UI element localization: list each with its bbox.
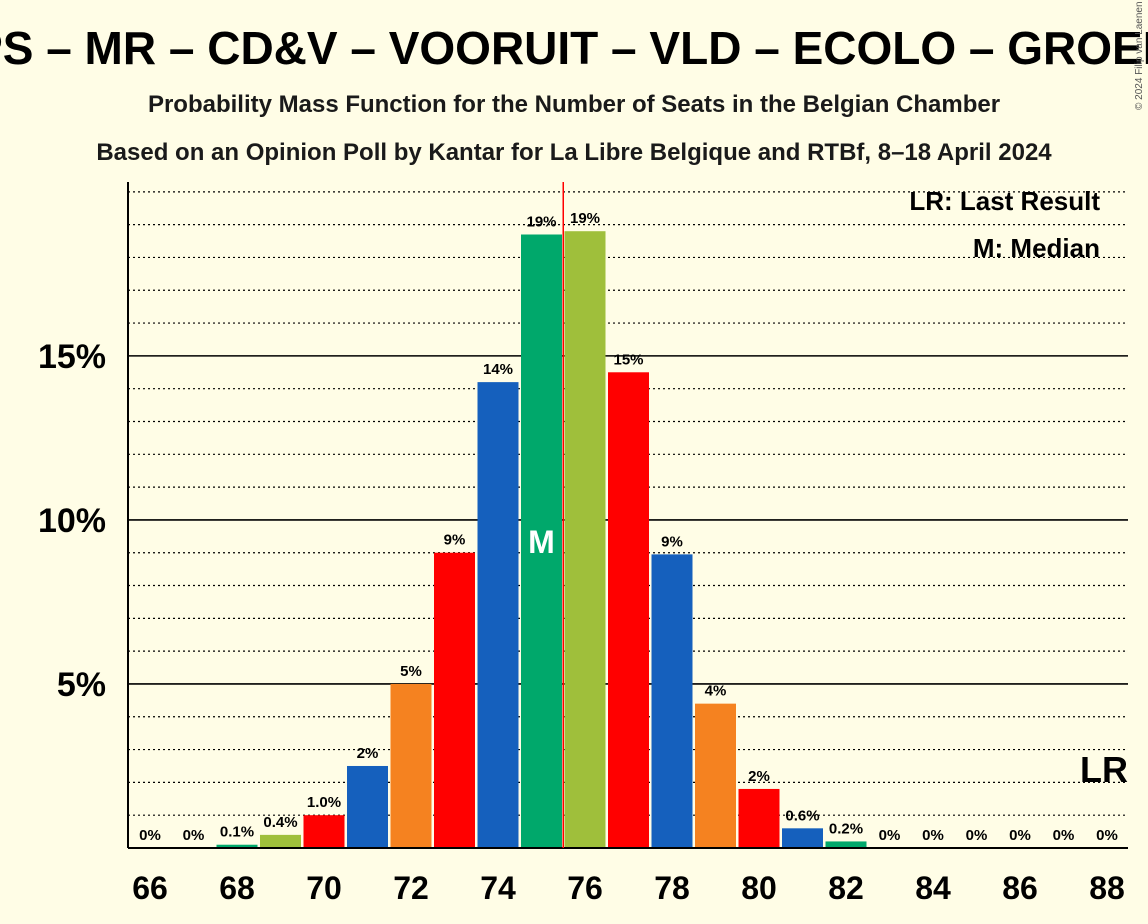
bar-value-label: 19%: [526, 213, 556, 230]
bar-seat-77: [608, 372, 649, 848]
bar-value-label: 0%: [1096, 827, 1118, 844]
median-marker: M: [528, 524, 555, 560]
bar-seat-74: [477, 382, 519, 848]
bar-seat-78: [651, 554, 693, 848]
bar-value-label: 0%: [1053, 827, 1075, 844]
bars: [216, 231, 867, 849]
bar-seat-80: [738, 788, 780, 848]
bar-value-label: 5%: [400, 663, 422, 680]
bar-value-label: 4%: [705, 683, 727, 700]
x-tick-label: 80: [741, 870, 777, 906]
bar-value-label: 0%: [1009, 827, 1031, 844]
bar-value-label: 9%: [444, 532, 466, 549]
x-tick-label: 68: [219, 870, 255, 906]
x-tick-label: 74: [480, 870, 516, 906]
axes: [127, 182, 1128, 849]
y-tick-label: 5%: [57, 666, 106, 704]
bar-value-label: 0.1%: [220, 824, 254, 841]
x-tick-label: 66: [132, 870, 168, 906]
x-tick-label: 76: [567, 870, 603, 906]
bar-seat-76: [564, 231, 606, 849]
bar-value-label: 0%: [922, 827, 944, 844]
bar-value-label: 9%: [661, 533, 683, 550]
bar-value-label: 14%: [483, 361, 513, 378]
x-tick-label: 84: [915, 870, 951, 906]
bar-seat-70: [303, 815, 345, 848]
bar-seat-71: [347, 765, 388, 848]
x-tick-label: 82: [828, 870, 864, 906]
bar-seat-82: [825, 841, 867, 848]
last-result-marker: LR: [1080, 749, 1128, 790]
chart-title: PS – MR – CD&V – VOORUIT – VLD – ECOLO –…: [0, 22, 1148, 74]
bar-value-label: 19%: [570, 210, 600, 227]
bar-value-label: 1.0%: [307, 794, 341, 811]
bar-value-label: 0%: [183, 827, 205, 844]
legend-median: M: Median: [973, 233, 1100, 263]
y-tick-label: 10%: [38, 502, 106, 540]
x-tick-label: 88: [1089, 870, 1125, 906]
chart-subtitle: Probability Mass Function for the Number…: [148, 91, 1000, 118]
bar-seat-69: [260, 834, 301, 848]
bar-value-label: 2%: [357, 745, 379, 762]
x-tick-label: 70: [306, 870, 342, 906]
bar-seat-73: [434, 552, 475, 848]
legend-last-result: LR: Last Result: [909, 186, 1100, 216]
bar-value-label: 0.6%: [785, 807, 819, 824]
bar-value-label: 0.2%: [829, 820, 863, 837]
bar-seat-79: [695, 703, 736, 848]
bar-value-label: 0%: [139, 827, 161, 844]
bar-value-label: 0%: [966, 827, 988, 844]
bar-value-label: 2%: [748, 768, 770, 785]
x-tick-label: 86: [1002, 870, 1038, 906]
chart-subtitle-2: Based on an Opinion Poll by Kantar for L…: [96, 139, 1052, 166]
copyright-note: © 2024 Filip van Laenen: [1134, 1, 1145, 110]
bar-seat-81: [782, 828, 823, 848]
bar-value-label: 15%: [613, 351, 643, 368]
bar-seat-75: [521, 234, 562, 848]
bar-seat-72: [390, 683, 432, 848]
x-tick-label: 78: [654, 870, 690, 906]
y-tick-label: 15%: [38, 338, 106, 376]
bar-value-label: 0%: [879, 827, 901, 844]
bar-value-labels: 0% 0% 0.1% 0.4% 1.0% 2% 5% 9% 14% 19% 19% 15% 9% 4% 2%…: [139, 210, 1118, 844]
bar-seat-68: [216, 844, 258, 848]
x-axis-ticks: 66 68 70 72 74 76 78 80 82 84 86 88: [132, 870, 1125, 906]
bar-value-label: 0.4%: [263, 814, 297, 831]
x-tick-label: 72: [393, 870, 429, 906]
y-axis-ticks: 5% 10% 15%: [38, 338, 106, 704]
